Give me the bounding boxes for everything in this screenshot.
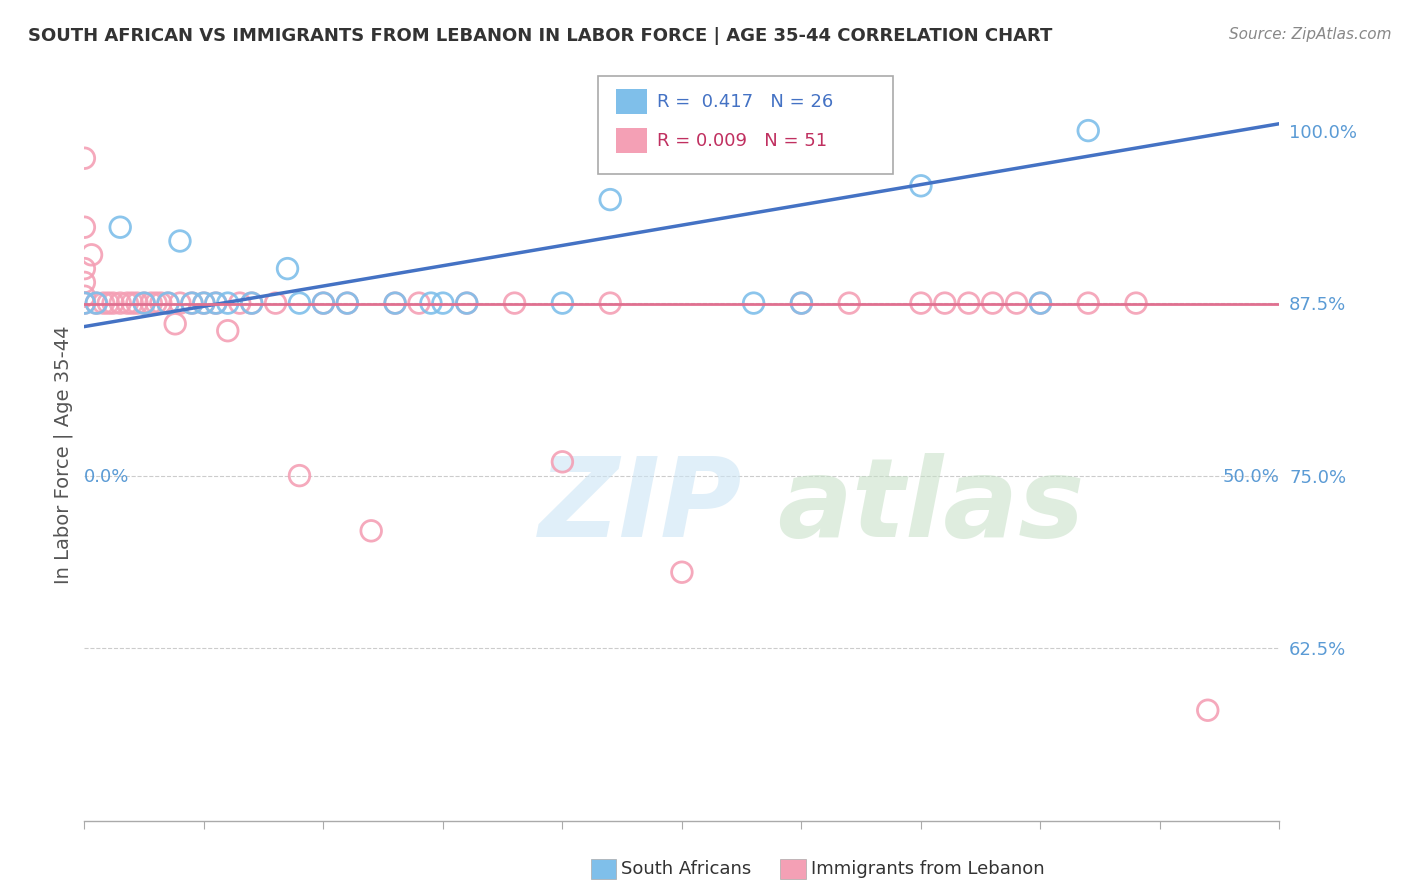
Text: Immigrants from Lebanon: Immigrants from Lebanon [811, 860, 1045, 878]
Point [205, 296, 228, 310]
Point [169, 296, 191, 310]
Point [240, 296, 263, 310]
Point [193, 296, 215, 310]
Y-axis label: In Labor Force | Age 35-44: In Labor Force | Age 35-44 [53, 326, 73, 584]
Point [73, 296, 96, 310]
Text: R = 0.009   N = 51: R = 0.009 N = 51 [657, 132, 827, 150]
Point [73, 289, 96, 303]
Point [73, 261, 96, 276]
Point [157, 296, 180, 310]
Point [169, 234, 191, 248]
Point [181, 296, 204, 310]
Point [312, 296, 335, 310]
Text: 0.0%: 0.0% [84, 468, 129, 486]
Point [110, 296, 132, 310]
Point [551, 296, 574, 310]
Point [384, 296, 406, 310]
Point [288, 296, 311, 310]
Point [790, 296, 813, 310]
Point [73, 296, 96, 310]
Point [1005, 296, 1028, 310]
Point [312, 296, 335, 310]
Point [288, 468, 311, 483]
Text: SOUTH AFRICAN VS IMMIGRANTS FROM LEBANON IN LABOR FORCE | AGE 35-44 CORRELATION : SOUTH AFRICAN VS IMMIGRANTS FROM LEBANON… [28, 27, 1053, 45]
Point [384, 296, 406, 310]
Point [125, 296, 148, 310]
Point [1029, 296, 1052, 310]
Point [456, 296, 478, 310]
Point [86, 296, 108, 310]
Text: 50.0%: 50.0% [1223, 468, 1279, 486]
Point [742, 296, 765, 310]
Point [149, 296, 172, 310]
Point [132, 296, 156, 310]
Point [838, 296, 860, 310]
Point [205, 296, 228, 310]
Point [1077, 123, 1099, 137]
Point [264, 296, 287, 310]
Point [217, 324, 239, 338]
Text: South Africans: South Africans [621, 860, 752, 878]
Point [432, 296, 454, 310]
Point [957, 296, 980, 310]
Point [73, 220, 96, 235]
Point [132, 296, 156, 310]
Text: R =  0.417   N = 26: R = 0.417 N = 26 [657, 93, 832, 111]
Text: Source: ZipAtlas.com: Source: ZipAtlas.com [1229, 27, 1392, 42]
Point [193, 296, 215, 310]
Text: atlas: atlas [778, 452, 1085, 559]
Point [910, 178, 932, 193]
Point [1197, 703, 1219, 717]
Point [157, 296, 180, 310]
Point [110, 220, 132, 235]
Point [934, 296, 956, 310]
Point [910, 296, 932, 310]
Point [336, 296, 359, 310]
Point [1125, 296, 1147, 310]
Point [599, 193, 621, 207]
Point [277, 261, 299, 276]
Point [165, 317, 187, 331]
Point [599, 296, 621, 310]
Point [86, 296, 108, 310]
Point [420, 296, 443, 310]
Point [73, 151, 96, 165]
Point [1077, 296, 1099, 310]
Point [229, 296, 252, 310]
Point [97, 296, 120, 310]
Point [73, 276, 96, 290]
Point [456, 296, 478, 310]
Point [141, 296, 163, 310]
Point [790, 296, 813, 310]
Point [117, 296, 139, 310]
Point [981, 296, 1004, 310]
Point [671, 566, 693, 580]
Point [101, 296, 124, 310]
Point [551, 455, 574, 469]
Point [336, 296, 359, 310]
Point [408, 296, 430, 310]
Point [121, 296, 143, 310]
Point [360, 524, 382, 538]
Point [240, 296, 263, 310]
Point [80, 248, 103, 262]
Point [181, 296, 204, 310]
Point [1029, 296, 1052, 310]
Point [503, 296, 526, 310]
Point [217, 296, 239, 310]
Point [93, 296, 115, 310]
Point [145, 296, 167, 310]
Text: ZIP: ZIP [538, 452, 742, 559]
